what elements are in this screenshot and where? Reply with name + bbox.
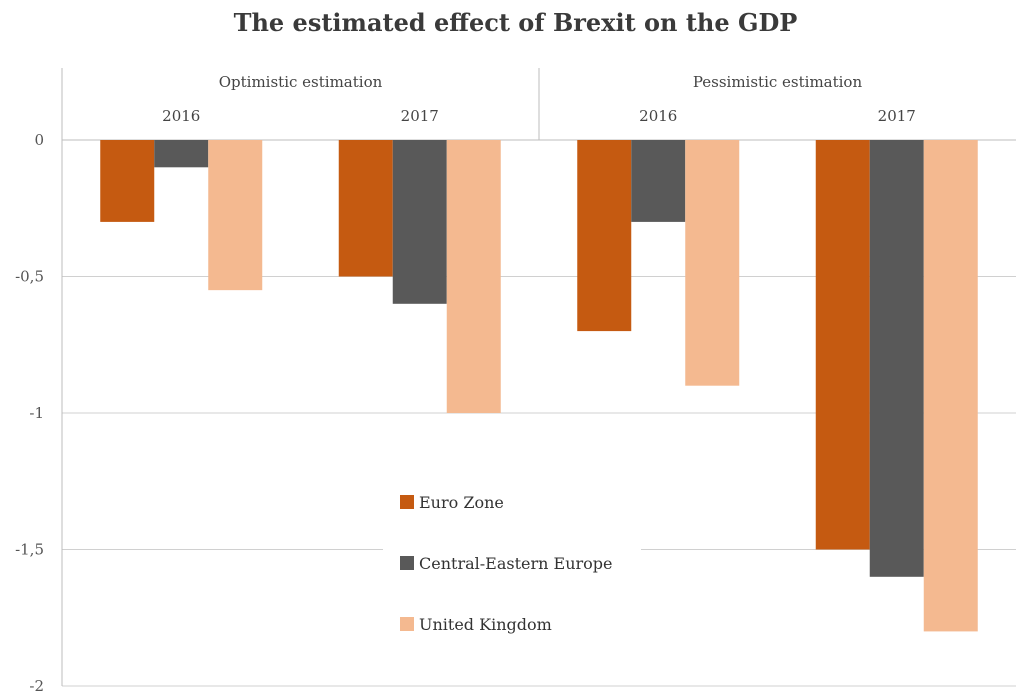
bar xyxy=(154,140,209,168)
bar xyxy=(869,140,924,577)
legend-swatch xyxy=(400,617,414,631)
y-tick-label: -1 xyxy=(29,404,44,422)
chart-title: The estimated effect of Brexit on the GD… xyxy=(233,8,798,37)
bar xyxy=(923,140,978,632)
bar xyxy=(685,140,740,386)
y-tick-label: -2 xyxy=(29,677,44,695)
legend-label: Central-Eastern Europe xyxy=(419,554,613,573)
group-label: Optimistic estimation xyxy=(219,73,383,91)
category-label: 2017 xyxy=(878,107,916,125)
group-label: Pessimistic estimation xyxy=(693,73,863,91)
y-tick-label: -0,5 xyxy=(15,268,44,286)
bar xyxy=(338,140,393,277)
y-tick-label: -1,5 xyxy=(15,541,44,559)
legend-swatch xyxy=(400,495,414,509)
bar xyxy=(577,140,632,332)
y-tick-label: 0 xyxy=(34,131,44,149)
legend-label: Euro Zone xyxy=(419,493,504,512)
category-label: 2017 xyxy=(401,107,439,125)
bar xyxy=(392,140,447,304)
legend-swatch xyxy=(400,556,414,570)
bar xyxy=(208,140,263,291)
legend-label: United Kingdom xyxy=(419,615,552,634)
legend-background xyxy=(383,480,641,655)
bar xyxy=(815,140,870,550)
category-label: 2016 xyxy=(162,107,200,125)
bar xyxy=(631,140,686,222)
bar xyxy=(446,140,501,413)
category-label: 2016 xyxy=(639,107,677,125)
bar xyxy=(100,140,155,222)
